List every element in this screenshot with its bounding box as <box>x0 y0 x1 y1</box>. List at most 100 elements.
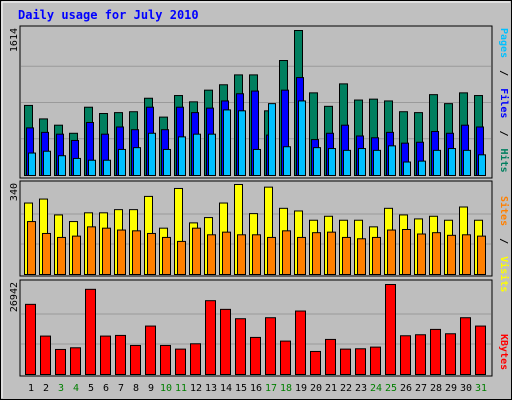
x-tick-label: 8 <box>133 383 139 394</box>
pages-bar <box>43 150 51 177</box>
kbytes-bar <box>70 347 81 376</box>
pages-bar <box>208 133 216 176</box>
panel-mid-ymax: 340 <box>9 183 20 201</box>
pages-bar <box>448 148 456 176</box>
sites-bar <box>447 234 456 276</box>
panel-bot-bars <box>25 284 486 376</box>
kbytes-bar <box>145 325 156 376</box>
x-tick-label: 6 <box>103 383 109 394</box>
x-tick-label: 30 <box>460 383 472 394</box>
panel-top-ymax: 1614 <box>9 28 20 52</box>
sites-bar <box>342 236 351 275</box>
kbytes-bar <box>100 335 111 375</box>
pages-bar <box>463 149 471 177</box>
hits-files-pages-panel: 1614 <box>9 25 493 179</box>
legend-hits: Hits <box>498 149 510 173</box>
legend-pages: Pages <box>498 28 509 58</box>
sites-bar <box>237 234 246 275</box>
x-tick-label: 3 <box>58 383 64 394</box>
x-axis-labels: 1 2 3 4 5 6 7 8 9 10 11 12 13 14 15 16 17 18 19 20 21 22 23 24 2… <box>28 383 487 394</box>
kbytes-bar <box>445 333 456 375</box>
kbytes-bar <box>220 308 231 376</box>
x-tick-label: 10 <box>160 383 172 394</box>
x-tick-label: 7 <box>118 383 124 394</box>
x-tick-label: 2 <box>43 383 49 394</box>
pages-bar <box>403 161 411 177</box>
kbytes-bar <box>295 310 306 376</box>
pages-bar <box>73 157 81 176</box>
kbytes-panel: 26942 <box>9 279 493 377</box>
sites-bar <box>27 221 36 275</box>
x-tick-label: 19 <box>295 383 307 394</box>
kbytes-bar <box>160 344 171 375</box>
kbytes-bar <box>130 344 141 375</box>
legend-mid: Sites / Visits <box>498 196 510 292</box>
pages-bar <box>268 103 276 176</box>
x-tick-label: 13 <box>205 383 217 394</box>
sites-bar <box>297 236 306 275</box>
pages-bar <box>193 133 201 176</box>
x-tick-label: 14 <box>220 383 232 394</box>
pages-bar <box>178 136 186 176</box>
kbytes-bar <box>325 338 336 375</box>
sites-bar <box>267 236 276 275</box>
pages-bar <box>313 147 321 176</box>
kbytes-bar <box>370 346 381 375</box>
pages-bar <box>298 100 306 176</box>
sites-bar <box>147 232 156 275</box>
sites-bar <box>282 230 291 276</box>
pages-bar <box>388 145 396 177</box>
legend-sep-3: / <box>498 232 509 250</box>
pages-bar <box>418 160 426 177</box>
sites-bar <box>402 229 411 275</box>
legend-top: Pages / Files / Hits <box>498 28 510 173</box>
kbytes-bar <box>175 348 186 375</box>
x-tick-label: 4 <box>73 383 79 394</box>
x-tick-label: 16 <box>250 383 262 394</box>
pages-bar <box>163 148 171 176</box>
sites-bar <box>162 236 171 275</box>
pages-bar <box>88 159 96 177</box>
chart-title: Daily usage for July 2010 <box>18 8 199 22</box>
sites-bar <box>357 238 366 276</box>
kbytes-bar <box>115 334 126 376</box>
kbytes-bar <box>430 328 441 376</box>
panel-mid-bars <box>24 184 486 276</box>
pages-bar <box>343 149 351 177</box>
x-tick-label: 9 <box>148 383 154 394</box>
kbytes-bar <box>55 348 66 375</box>
pages-bar <box>328 148 336 176</box>
sites-bar <box>117 229 126 276</box>
x-tick-label: 28 <box>430 383 442 394</box>
x-tick-label: 12 <box>190 383 202 394</box>
x-tick-label: 17 <box>265 383 277 394</box>
x-tick-label: 21 <box>325 383 337 394</box>
sites-bar <box>417 233 426 275</box>
sites-bar <box>42 232 51 275</box>
kbytes-bar <box>475 325 486 376</box>
x-tick-label: 24 <box>370 383 382 394</box>
kbytes-bar <box>40 335 51 375</box>
pages-bar <box>58 155 66 177</box>
sites-bar <box>327 231 336 276</box>
sites-bar <box>312 232 321 275</box>
pages-bar <box>358 148 366 176</box>
sites-bar <box>462 234 471 275</box>
sites-bar <box>477 235 486 275</box>
x-tick-label: 23 <box>355 383 367 394</box>
kbytes-bar <box>205 300 216 375</box>
pages-bar <box>283 146 291 177</box>
pages-bar <box>238 110 246 176</box>
pages-bar <box>433 149 441 177</box>
kbytes-bar <box>280 340 291 376</box>
x-tick-label: 27 <box>415 383 427 394</box>
legend-kbytes: KBytes <box>498 334 509 370</box>
kbytes-bar <box>265 317 276 375</box>
x-tick-label: 5 <box>88 383 94 394</box>
sites-bar <box>57 236 66 275</box>
sites-bar <box>372 236 381 275</box>
x-tick-label: 20 <box>310 383 322 394</box>
pages-bar <box>478 154 486 176</box>
legend-sep-1: / <box>498 64 509 82</box>
kbytes-bar <box>400 335 411 375</box>
